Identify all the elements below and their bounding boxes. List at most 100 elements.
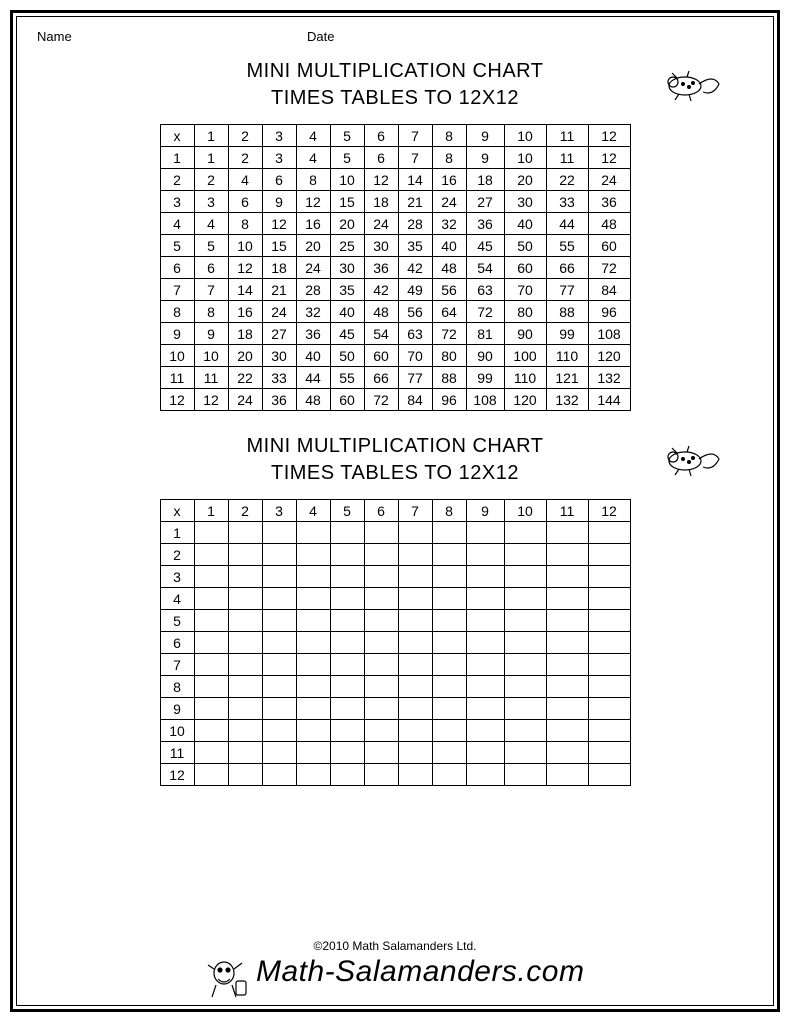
table-cell	[398, 654, 432, 676]
table-cell	[398, 566, 432, 588]
table-cell: 3	[262, 147, 296, 169]
title-line-1a: MINI MULTIPLICATION CHART	[37, 58, 753, 85]
col-header: 3	[262, 500, 296, 522]
table-cell: 80	[432, 345, 466, 367]
table-cell	[364, 610, 398, 632]
table-cell	[588, 654, 630, 676]
table-cell: 72	[466, 301, 504, 323]
table-cell	[296, 566, 330, 588]
table-cell: 16	[432, 169, 466, 191]
table-cell: 9	[262, 191, 296, 213]
table-cell: 24	[228, 389, 262, 411]
table-cell: 77	[398, 367, 432, 389]
table-cell: 4	[194, 213, 228, 235]
table-cell: 70	[398, 345, 432, 367]
table-cell	[588, 632, 630, 654]
table-cell: 24	[432, 191, 466, 213]
col-header: 8	[432, 125, 466, 147]
col-header: 6	[364, 125, 398, 147]
table-cell	[364, 654, 398, 676]
table-cell: 35	[398, 235, 432, 257]
table-cell	[504, 588, 546, 610]
table-cell	[228, 654, 262, 676]
col-header: 8	[432, 500, 466, 522]
table-cell	[296, 610, 330, 632]
table-cell: 54	[466, 257, 504, 279]
table-cell: 90	[466, 345, 504, 367]
table-cell	[588, 742, 630, 764]
table-cell	[296, 742, 330, 764]
table-cell	[432, 676, 466, 698]
col-header: 11	[546, 500, 588, 522]
table-cell	[504, 698, 546, 720]
row-header: 10	[160, 345, 194, 367]
table-cell: 60	[588, 235, 630, 257]
table-cell	[504, 610, 546, 632]
title-line-1b: TIMES TABLES TO 12X12	[37, 85, 753, 112]
table-cell	[296, 588, 330, 610]
chart-title-2: MINI MULTIPLICATION CHART TIMES TABLES T…	[37, 433, 753, 487]
table-cell: 84	[588, 279, 630, 301]
table-cell: 45	[466, 235, 504, 257]
table-cell	[228, 676, 262, 698]
table-cell	[364, 522, 398, 544]
table-cell	[588, 720, 630, 742]
table-cell: 84	[398, 389, 432, 411]
table-cell	[228, 742, 262, 764]
table-cell: 18	[262, 257, 296, 279]
table-cell	[330, 566, 364, 588]
row-header: 3	[160, 566, 194, 588]
table-cell	[262, 588, 296, 610]
table-cell: 56	[398, 301, 432, 323]
table-cell: 33	[262, 367, 296, 389]
table-cell	[466, 654, 504, 676]
row-header: 4	[160, 213, 194, 235]
table-cell	[262, 676, 296, 698]
table-cell	[398, 610, 432, 632]
table-cell: 132	[546, 389, 588, 411]
table-cell: 1	[194, 147, 228, 169]
table-cell	[432, 610, 466, 632]
table-cell	[228, 588, 262, 610]
row-header: 11	[160, 742, 194, 764]
table-cell	[330, 654, 364, 676]
table-cell: 32	[296, 301, 330, 323]
table-cell: 63	[398, 323, 432, 345]
table-cell: 12	[296, 191, 330, 213]
col-header: 10	[504, 125, 546, 147]
table-cell: 49	[398, 279, 432, 301]
table-cell	[466, 566, 504, 588]
table-cell: 45	[330, 323, 364, 345]
table-cell	[546, 566, 588, 588]
table-cell: 28	[296, 279, 330, 301]
table-cell	[194, 632, 228, 654]
row-header: 8	[160, 676, 194, 698]
table-cell: 60	[504, 257, 546, 279]
table-cell: 16	[228, 301, 262, 323]
table-cell: 27	[262, 323, 296, 345]
table-cell	[432, 654, 466, 676]
salamander-icon	[663, 439, 723, 483]
table-cell: 132	[588, 367, 630, 389]
row-header: 2	[160, 169, 194, 191]
table-cell	[296, 544, 330, 566]
table-cell: 5	[194, 235, 228, 257]
table-cell: 8	[194, 301, 228, 323]
table-cell: 30	[504, 191, 546, 213]
table-cell	[504, 720, 546, 742]
table-cell	[504, 632, 546, 654]
table-cell: 9	[466, 147, 504, 169]
table-cell: 6	[228, 191, 262, 213]
table-cell	[546, 522, 588, 544]
table-cell: 18	[228, 323, 262, 345]
table-corner: x	[160, 500, 194, 522]
table-cell: 110	[504, 367, 546, 389]
table-cell	[194, 588, 228, 610]
table-cell: 36	[364, 257, 398, 279]
table-cell	[432, 544, 466, 566]
table-cell: 14	[398, 169, 432, 191]
table-cell: 18	[364, 191, 398, 213]
col-header: 2	[228, 500, 262, 522]
table-cell	[466, 544, 504, 566]
table-cell	[588, 764, 630, 786]
